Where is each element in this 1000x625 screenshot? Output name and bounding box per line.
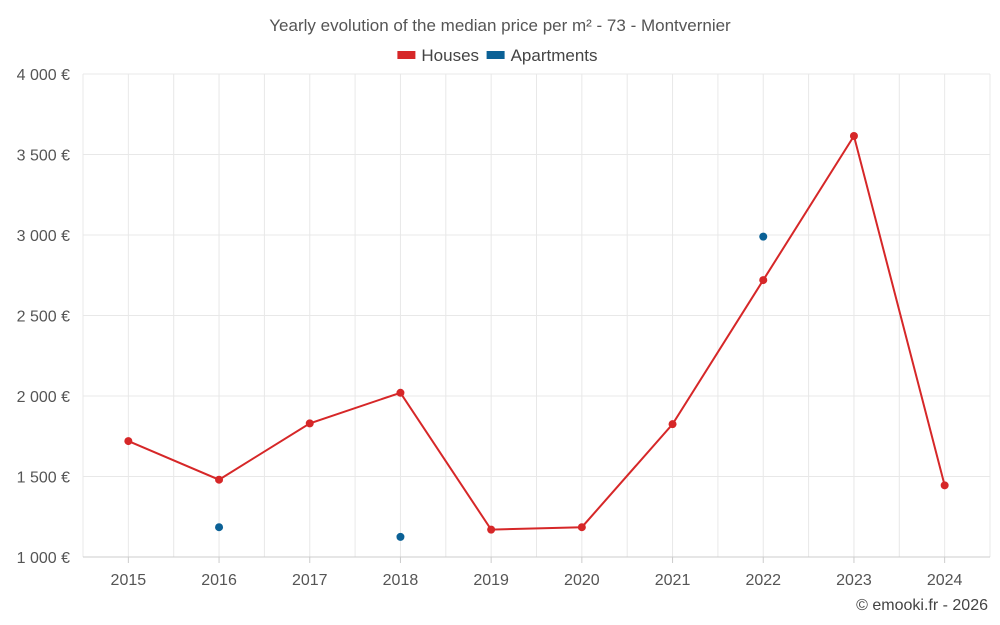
y-tick-label: 4 000 € [17,67,70,84]
x-tick-label: 2023 [836,572,872,589]
legend-label: Houses [421,46,479,65]
y-axis-ticks: 1 000 € 1 500 € 2 000 € 2 500 € 3 000 € 3 500… [17,67,70,567]
legend: Houses Apartments [397,46,598,65]
x-tick-label: 2015 [111,572,147,589]
y-tick-label: 2 000 € [17,389,70,406]
houses-line [127,133,946,531]
apartments-point[interactable] [215,523,224,532]
houses-point[interactable] [849,131,858,140]
houses-point[interactable] [668,420,677,429]
x-gridlines [82,74,991,557]
x-tick-label: 2019 [473,572,509,589]
houses-point[interactable] [305,419,314,428]
houses-point[interactable] [940,481,949,490]
x-tick-label: 2018 [383,572,419,589]
apartments-point[interactable] [759,232,768,241]
houses-point[interactable] [577,523,586,532]
x-axis-ticks: 2015 2016 2017 2018 2019 2020 2021 2022 2023 2024 [111,557,963,589]
houses-point[interactable] [396,388,405,397]
y-tick-label: 2 500 € [17,309,70,326]
y-tick-label: 1 500 € [17,470,70,487]
x-tick-label: 2022 [745,572,781,589]
series-layer [124,131,949,541]
x-tick-label: 2024 [927,572,963,589]
houses-point[interactable] [215,475,224,484]
x-tick-label: 2016 [201,572,237,589]
y-tick-label: 1 000 € [17,550,70,567]
y-tick-label: 3 000 € [17,228,70,245]
series-houses [124,131,949,534]
x-tick-label: 2020 [564,572,600,589]
series-apartments [215,232,768,541]
x-tick-label: 2017 [292,572,328,589]
x-tick-label: 2021 [655,572,691,589]
houses-point[interactable] [487,525,496,534]
legend-swatch [486,51,505,59]
chart-title: Yearly evolution of the median price per… [269,16,731,35]
legend-swatch [397,51,416,59]
houses-point[interactable] [759,276,768,285]
credit-text: © emooki.fr - 2026 [856,597,988,614]
y-tick-label: 3 500 € [17,148,70,165]
apartments-point[interactable] [396,532,405,541]
houses-point[interactable] [124,437,133,446]
legend-item-apartments[interactable]: Apartments [486,46,598,65]
legend-item-houses[interactable]: Houses [397,46,479,65]
legend-label: Apartments [511,46,598,65]
